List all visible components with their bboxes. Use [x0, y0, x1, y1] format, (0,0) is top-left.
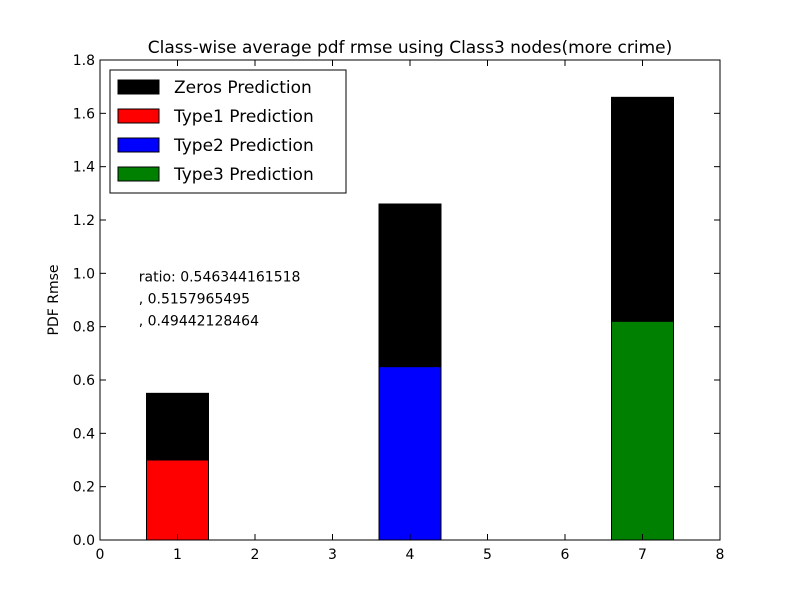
y-tick-label: 0.8 — [73, 320, 95, 336]
bar-type2-prediction-4 — [378, 366, 442, 541]
legend: Zeros Prediction Type1 Prediction Type2 Pr… — [109, 69, 347, 194]
bar-type3-prediction-7 — [611, 320, 674, 541]
y-tick-label: 1.2 — [73, 213, 95, 229]
x-tick-label: 4 — [406, 547, 415, 563]
legend-swatch — [117, 166, 160, 182]
legend-label: Type1 Prediction — [173, 107, 314, 127]
x-tick-label: 0 — [96, 547, 105, 563]
chart-title: Class-wise average pdf rmse using Class3… — [148, 38, 672, 58]
x-tick-label: 5 — [483, 547, 492, 563]
bar-type1-prediction-1 — [146, 459, 209, 541]
y-tick-label: 0.6 — [73, 373, 95, 389]
y-tick-label: 0.4 — [73, 426, 95, 442]
x-tick-label: 8 — [716, 547, 725, 563]
x-tick-label: 3 — [328, 547, 337, 563]
legend-label: Type2 Prediction — [173, 136, 314, 156]
legend-swatch — [117, 108, 160, 124]
y-tick-label: 0.0 — [73, 533, 95, 549]
legend-label: Zeros Prediction — [174, 78, 312, 98]
annotation-line: ratio: 0.546344161518 — [139, 269, 301, 285]
annotation-line: , 0.49442128464 — [139, 313, 259, 329]
ratio-annotation: ratio: 0.546344161518 , 0.5157965495 , 0.4… — [139, 269, 301, 329]
x-tick-label: 1 — [173, 547, 182, 563]
y-tick-label: 1.6 — [73, 106, 95, 122]
annotation-line: , 0.5157965495 — [139, 291, 250, 307]
x-tick-label: 6 — [561, 547, 570, 563]
y-tick-label: 1.4 — [73, 160, 95, 176]
legend-swatch — [117, 79, 160, 95]
y-tick-label: 1.0 — [73, 266, 95, 282]
y-tick-label: 1.8 — [73, 53, 95, 69]
y-tick-label: 0.2 — [73, 480, 95, 496]
x-tick-label: 7 — [638, 547, 647, 563]
legend-label: Type3 Prediction — [173, 165, 314, 185]
x-tick-label: 2 — [251, 547, 260, 563]
y-axis-label: PDF Rmse — [46, 265, 62, 336]
axis-ticks: 0 1 2 3 4 5 6 7 8 0.0 0.2 0.4 0.6 0.8 1.0 1.2 1.4 1.6 1.8 — [73, 53, 725, 563]
bars-layer — [146, 96, 674, 541]
legend-swatch — [117, 137, 160, 153]
